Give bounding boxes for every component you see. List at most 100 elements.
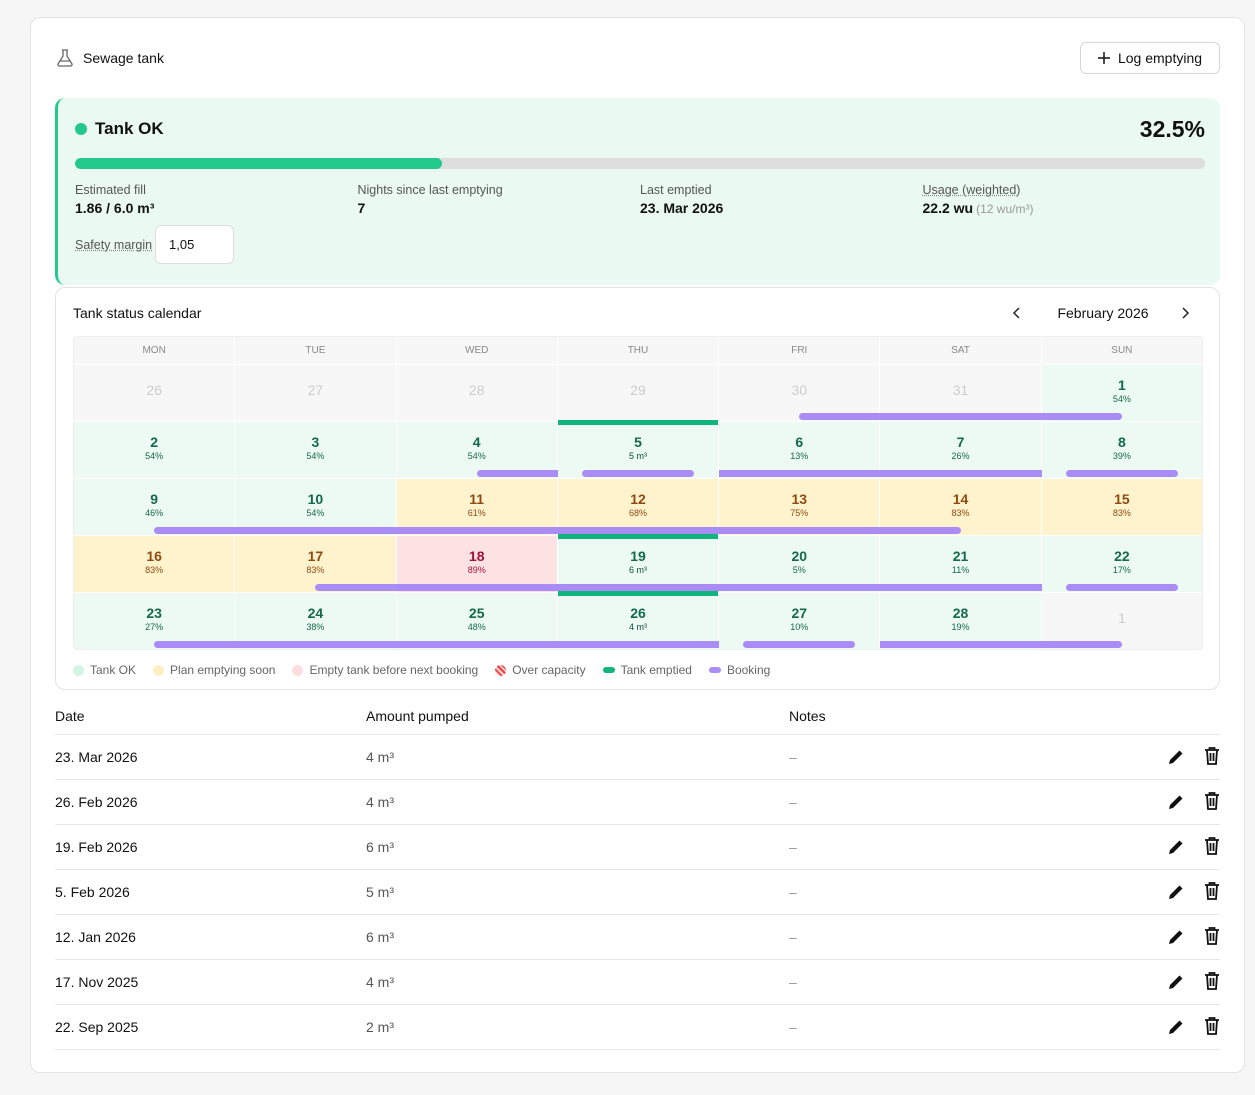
booking-bar — [880, 641, 1042, 648]
stat-note: (12 wu/m³) — [976, 202, 1034, 216]
day-number: 19 — [630, 548, 646, 564]
log-row: 19. Feb 2026 6 m³ – — [55, 825, 1220, 870]
delete-icon[interactable] — [1204, 1017, 1220, 1035]
title: Sewage tank — [83, 50, 164, 66]
delete-icon[interactable] — [1204, 927, 1220, 945]
progress-track — [75, 158, 1205, 169]
edit-icon[interactable] — [1166, 1017, 1186, 1037]
safety-label: Safety margin — [75, 237, 153, 252]
weekday: SUN — [1041, 337, 1202, 364]
day-cell: 2 54% — [74, 422, 235, 478]
plus-icon — [1097, 52, 1110, 64]
edit-icon[interactable] — [1166, 792, 1186, 812]
prev-month[interactable] — [993, 303, 1033, 323]
delete-icon[interactable] — [1204, 837, 1220, 855]
edit-icon[interactable] — [1166, 927, 1186, 947]
weekday: MON — [74, 337, 235, 364]
day-fill: 13% — [790, 451, 809, 461]
day-fill: 54% — [1112, 394, 1131, 404]
emptied-marker — [557, 534, 719, 539]
weekday: SAT — [880, 337, 1041, 364]
day-number: 6 — [795, 434, 804, 450]
day-number: 31 — [952, 382, 969, 398]
stat: Last emptied 23. Mar 2026 — [640, 182, 923, 219]
delete-icon[interactable] — [1204, 972, 1220, 990]
day-number: 3 — [311, 434, 320, 450]
stats: Estimated fill 1.86 / 6.0 m³ Nights since … — [75, 182, 1205, 219]
day-fill: 83% — [306, 565, 325, 575]
booking-bar — [719, 584, 881, 591]
day-cell: 26 4 m³ — [557, 591, 720, 649]
status-label: Tank OK — [95, 119, 164, 138]
stat-label: Nights since last emptying — [358, 182, 641, 198]
log-emptying-button[interactable]: Log emptying — [1080, 42, 1220, 74]
booking-bar — [396, 641, 558, 648]
booking-bar — [581, 470, 695, 477]
booking-bar — [154, 641, 236, 648]
log-date: 12. Jan 2026 — [55, 929, 136, 945]
booking-bar — [880, 584, 1042, 591]
day-fill: 54% — [306, 508, 325, 518]
day-cell: 13 75% — [719, 479, 881, 535]
row-actions — [1150, 792, 1220, 812]
day-cell: 10 54% — [235, 479, 397, 535]
day-cell: 28 19% — [880, 593, 1042, 649]
log-amount: 6 m³ — [366, 839, 394, 855]
legend-item: Empty tank before next booking — [292, 663, 478, 677]
log-amount: 4 m³ — [366, 794, 394, 810]
day-cell: 21 11% — [880, 536, 1042, 592]
day-number: 25 — [468, 605, 485, 621]
stat: Usage (weighted) 22.2 wu (12 wu/m³) — [923, 182, 1206, 219]
day-cell: 7 26% — [880, 422, 1042, 478]
day-fill: 39% — [1112, 451, 1131, 461]
legend-label: Over capacity — [512, 663, 586, 677]
day-fill: 19% — [951, 622, 970, 632]
day-number: 26 — [146, 382, 162, 398]
row-actions — [1150, 1017, 1220, 1037]
next-month[interactable] — [1173, 303, 1203, 323]
safety-input[interactable]: 1,05 — [155, 225, 234, 264]
booking-bar — [396, 527, 558, 534]
day-fill: 27% — [145, 622, 164, 632]
log-notes: – — [789, 884, 797, 900]
booking-bar — [396, 584, 558, 591]
log-date: 26. Feb 2026 — [55, 794, 138, 810]
stat: Estimated fill 1.86 / 6.0 m³ — [75, 182, 358, 219]
log-notes: – — [789, 749, 797, 765]
day-number: 8 — [1117, 434, 1126, 450]
booking-bar — [557, 527, 720, 534]
day-number: 15 — [1114, 491, 1130, 507]
day-number: 18 — [468, 548, 485, 564]
booking-bar — [719, 470, 881, 477]
emptied-amount: 5 m³ — [628, 451, 647, 461]
day-fill: 17% — [1112, 565, 1131, 575]
delete-icon[interactable] — [1204, 882, 1220, 900]
day-cell: 23 27% — [74, 593, 236, 649]
emptied-marker — [557, 591, 719, 596]
day-cell: 16 83% — [74, 536, 235, 592]
stat-value: 7 — [358, 198, 641, 218]
stat-value-text: 22.2 wu — [922, 200, 974, 216]
day-number: 12 — [630, 491, 646, 507]
day-number: 23 — [146, 605, 162, 621]
delete-icon[interactable] — [1204, 792, 1220, 810]
edit-icon[interactable] — [1166, 837, 1186, 857]
edit-icon[interactable] — [1166, 747, 1186, 767]
calendar-title: Tank status calendar — [73, 305, 202, 321]
delete-icon[interactable] — [1204, 747, 1220, 765]
day-cell: 1 — [1041, 593, 1202, 649]
day-number: 22 — [1114, 548, 1130, 564]
day-cell: 1 54% — [1041, 365, 1202, 421]
edit-icon[interactable] — [1166, 972, 1186, 992]
day-number: 17 — [307, 548, 324, 564]
edit-icon[interactable] — [1166, 882, 1186, 902]
weekday: WED — [396, 337, 557, 364]
day-number: 2 — [150, 434, 159, 450]
progress-fill — [75, 158, 443, 169]
legend-item: Tank emptied — [602, 663, 692, 677]
day-number: 4 — [472, 434, 481, 450]
day-fill: 54% — [306, 451, 325, 461]
day-cell: 20 5% — [719, 536, 881, 592]
day-fill: 48% — [467, 622, 486, 632]
